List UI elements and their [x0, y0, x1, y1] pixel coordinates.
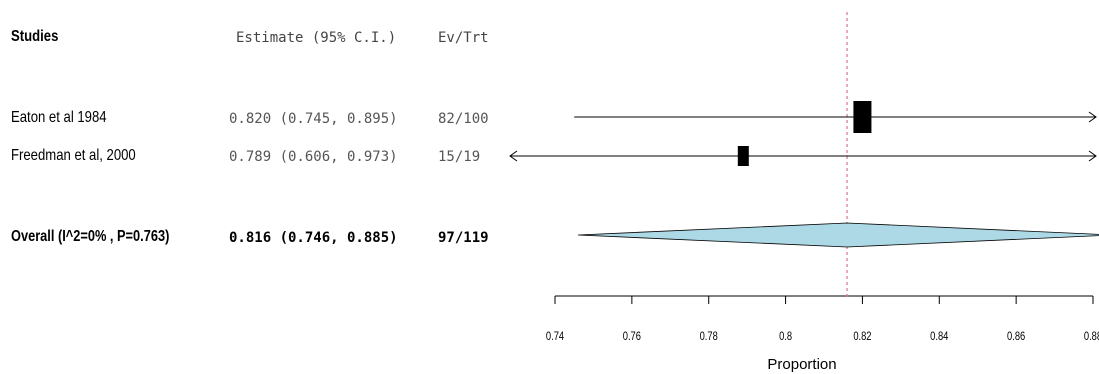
x-tick-label: 0.76: [623, 330, 641, 343]
study-marker: [853, 101, 872, 133]
x-tick-label: 0.8: [779, 330, 792, 343]
x-axis-label: Proportion: [767, 356, 836, 373]
x-tick-label: 0.84: [930, 330, 948, 343]
x-tick-label: 0.86: [1007, 330, 1025, 343]
overall-estimate: 0.816 (0.746, 0.885): [229, 230, 398, 246]
study-name-freedman: Freedman et al, 2000: [11, 147, 136, 164]
studies-header: Studies: [11, 28, 59, 45]
study-name-eaton: Eaton et al 1984: [11, 109, 107, 126]
x-tick-label: 0.78: [700, 330, 718, 343]
study-estimate-eaton: 0.820 (0.745, 0.895): [229, 111, 398, 127]
study-marker: [737, 146, 749, 166]
ci-arrow-right: [1088, 111, 1097, 123]
x-tick-label: 0.82: [853, 330, 871, 343]
x-tick-label: 0.74: [546, 330, 564, 343]
study-evtrt-eaton: 82/100: [438, 111, 489, 127]
overall-evtrt: 97/119: [438, 230, 489, 246]
study-estimate-freedman: 0.789 (0.606, 0.973): [229, 149, 398, 165]
ci-arrow-right: [1088, 150, 1097, 162]
evtrt-header: Ev/Trt: [438, 30, 489, 46]
ci-arrow-left: [509, 150, 518, 162]
x-tick-label: 0.88: [1084, 330, 1099, 343]
overall-diamond: [578, 222, 1099, 248]
estimate-header: Estimate (95% C.I.): [236, 30, 397, 46]
study-evtrt-freedman: 15/19: [438, 149, 481, 165]
overall-label: Overall (I^2=0% , P=0.763): [11, 228, 170, 245]
